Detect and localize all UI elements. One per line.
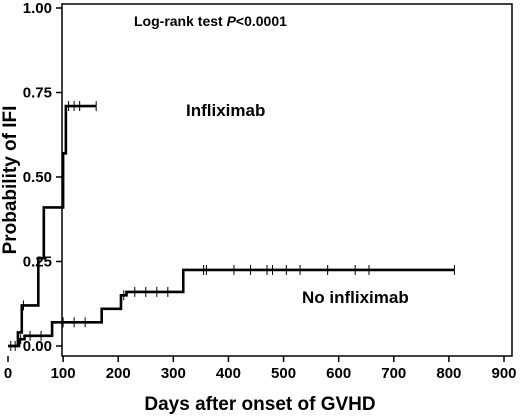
- axes: [61, 3, 513, 357]
- x-tick-label: 200: [106, 365, 131, 382]
- x-tick-label: 300: [161, 365, 186, 382]
- pvalue-prefix: Log-rank test: [134, 13, 227, 29]
- ticks: 0 100 200 300 400 500 600 700 800 9000.000.250.50…: [4, 0, 517, 382]
- x-tick-label: 400: [216, 365, 241, 382]
- series-line-no-infliximab: [8, 268, 455, 348]
- series-label-infliximab: Infliximab: [186, 101, 265, 120]
- x-tick-label: 800: [436, 365, 461, 382]
- y-tick-label: 0.75: [23, 85, 52, 102]
- y-axis-title: Probability of IFI: [0, 106, 21, 255]
- plot-frame: [61, 3, 513, 357]
- curves: [8, 101, 455, 351]
- y-tick-label: 1.00: [23, 0, 52, 17]
- x-tick-label: 0: [4, 365, 12, 382]
- x-axis-title: Days after onset of GVHD: [144, 394, 375, 415]
- y-tick-label: 0.50: [23, 169, 52, 186]
- pvalue-value: <0.0001: [236, 13, 287, 29]
- x-tick-label: 700: [381, 365, 406, 382]
- y-tick-label: 0.00: [23, 338, 52, 355]
- series-label-no-infliximab: No infliximab: [302, 288, 409, 307]
- pvalue-annotation: Log-rank test P<0.0001: [134, 13, 287, 29]
- x-tick-label: 500: [271, 365, 296, 382]
- series-line-infliximab: [8, 104, 97, 348]
- x-tick-label: 100: [51, 365, 76, 382]
- x-tick-label: 900: [491, 365, 516, 382]
- pvalue-symbol: P: [227, 13, 237, 29]
- x-tick-label: 600: [326, 365, 351, 382]
